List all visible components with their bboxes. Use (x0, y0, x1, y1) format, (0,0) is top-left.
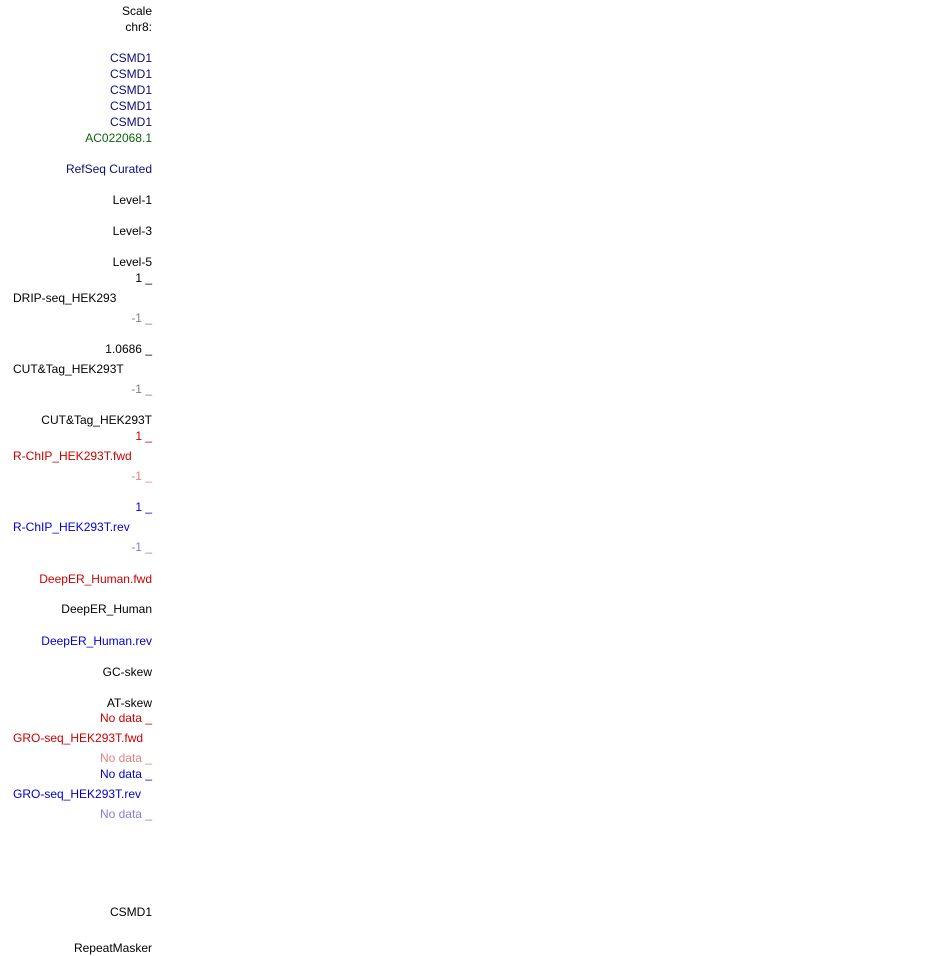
track-label-level-3[interactable]: Level-3 (112, 224, 152, 238)
gro-seq-rev-axis-bottom: No data _ (99, 807, 152, 821)
track-label-deeper-human-fwd[interactable]: DeepER_Human.fwd (39, 572, 152, 586)
gro-seq-fwd-axis-top: No data _ (99, 711, 152, 725)
track-label-deeper-human[interactable]: DeepER_Human (61, 602, 152, 616)
track-label-gro-seq-rev[interactable]: GRO-seq_HEK293T.rev (13, 787, 142, 801)
track-label-level-5[interactable]: Level-5 (112, 255, 152, 269)
gene-label-ac022068[interactable]: AC022068.1 (85, 131, 152, 145)
track-label-cut-tag-hek293t[interactable]: CUT&Tag_HEK293T (13, 362, 124, 376)
cut-tag-axis-max: 1.0686 _ (105, 342, 152, 356)
track-label-cut-tag-hek293t-2[interactable]: CUT&Tag_HEK293T (41, 413, 152, 427)
gene-label-csmd1[interactable]: CSMD1 (109, 51, 152, 65)
gene-label-csmd1[interactable]: CSMD1 (109, 67, 152, 81)
track-label-at-skew[interactable]: AT-skew (106, 696, 152, 710)
gene-label-csmd1[interactable]: CSMD1 (109, 83, 152, 97)
r-chip-fwd-axis-min: -1 _ (131, 469, 152, 483)
track-label-level-1[interactable]: Level-1 (112, 193, 152, 207)
scale-label: Scale (121, 4, 152, 18)
track-label-repeatmasker[interactable]: RepeatMasker (73, 941, 152, 955)
r-chip-rev-axis-max: 1 _ (135, 500, 152, 514)
gene-label-csmd1[interactable]: CSMD1 (109, 99, 152, 113)
track-label-drip-seq-hek293[interactable]: DRIP-seq_HEK293 (13, 291, 117, 305)
track-label-refseq-curated[interactable]: RefSeq Curated (65, 162, 152, 176)
track-label-gro-seq-fwd[interactable]: GRO-seq_HEK293T.fwd (13, 731, 144, 745)
track-label-r-chip-fwd[interactable]: R-ChIP_HEK293T.fwd (13, 449, 132, 463)
drip-seq-axis-min: -1 _ (131, 311, 152, 325)
track-label-deeper-human-rev[interactable]: DeepER_Human.rev (41, 634, 152, 648)
r-chip-fwd-axis-max: 1 _ (135, 429, 152, 443)
chromosome-label: chr8: (125, 20, 152, 34)
drip-seq-axis-max: 1 _ (135, 271, 152, 285)
cut-tag-axis-min: -1 _ (131, 382, 152, 396)
track-label-r-chip-rev[interactable]: R-ChIP_HEK293T.rev (13, 520, 130, 534)
gene-label-csmd1-bottom[interactable]: CSMD1 (109, 905, 152, 919)
gro-seq-fwd-axis-bottom: No data _ (99, 751, 152, 765)
gro-seq-rev-axis-top: No data _ (99, 767, 152, 781)
r-chip-rev-axis-min: -1 _ (131, 540, 152, 554)
gene-label-csmd1[interactable]: CSMD1 (109, 115, 152, 129)
track-label-gc-skew[interactable]: GC-skew (102, 665, 152, 679)
